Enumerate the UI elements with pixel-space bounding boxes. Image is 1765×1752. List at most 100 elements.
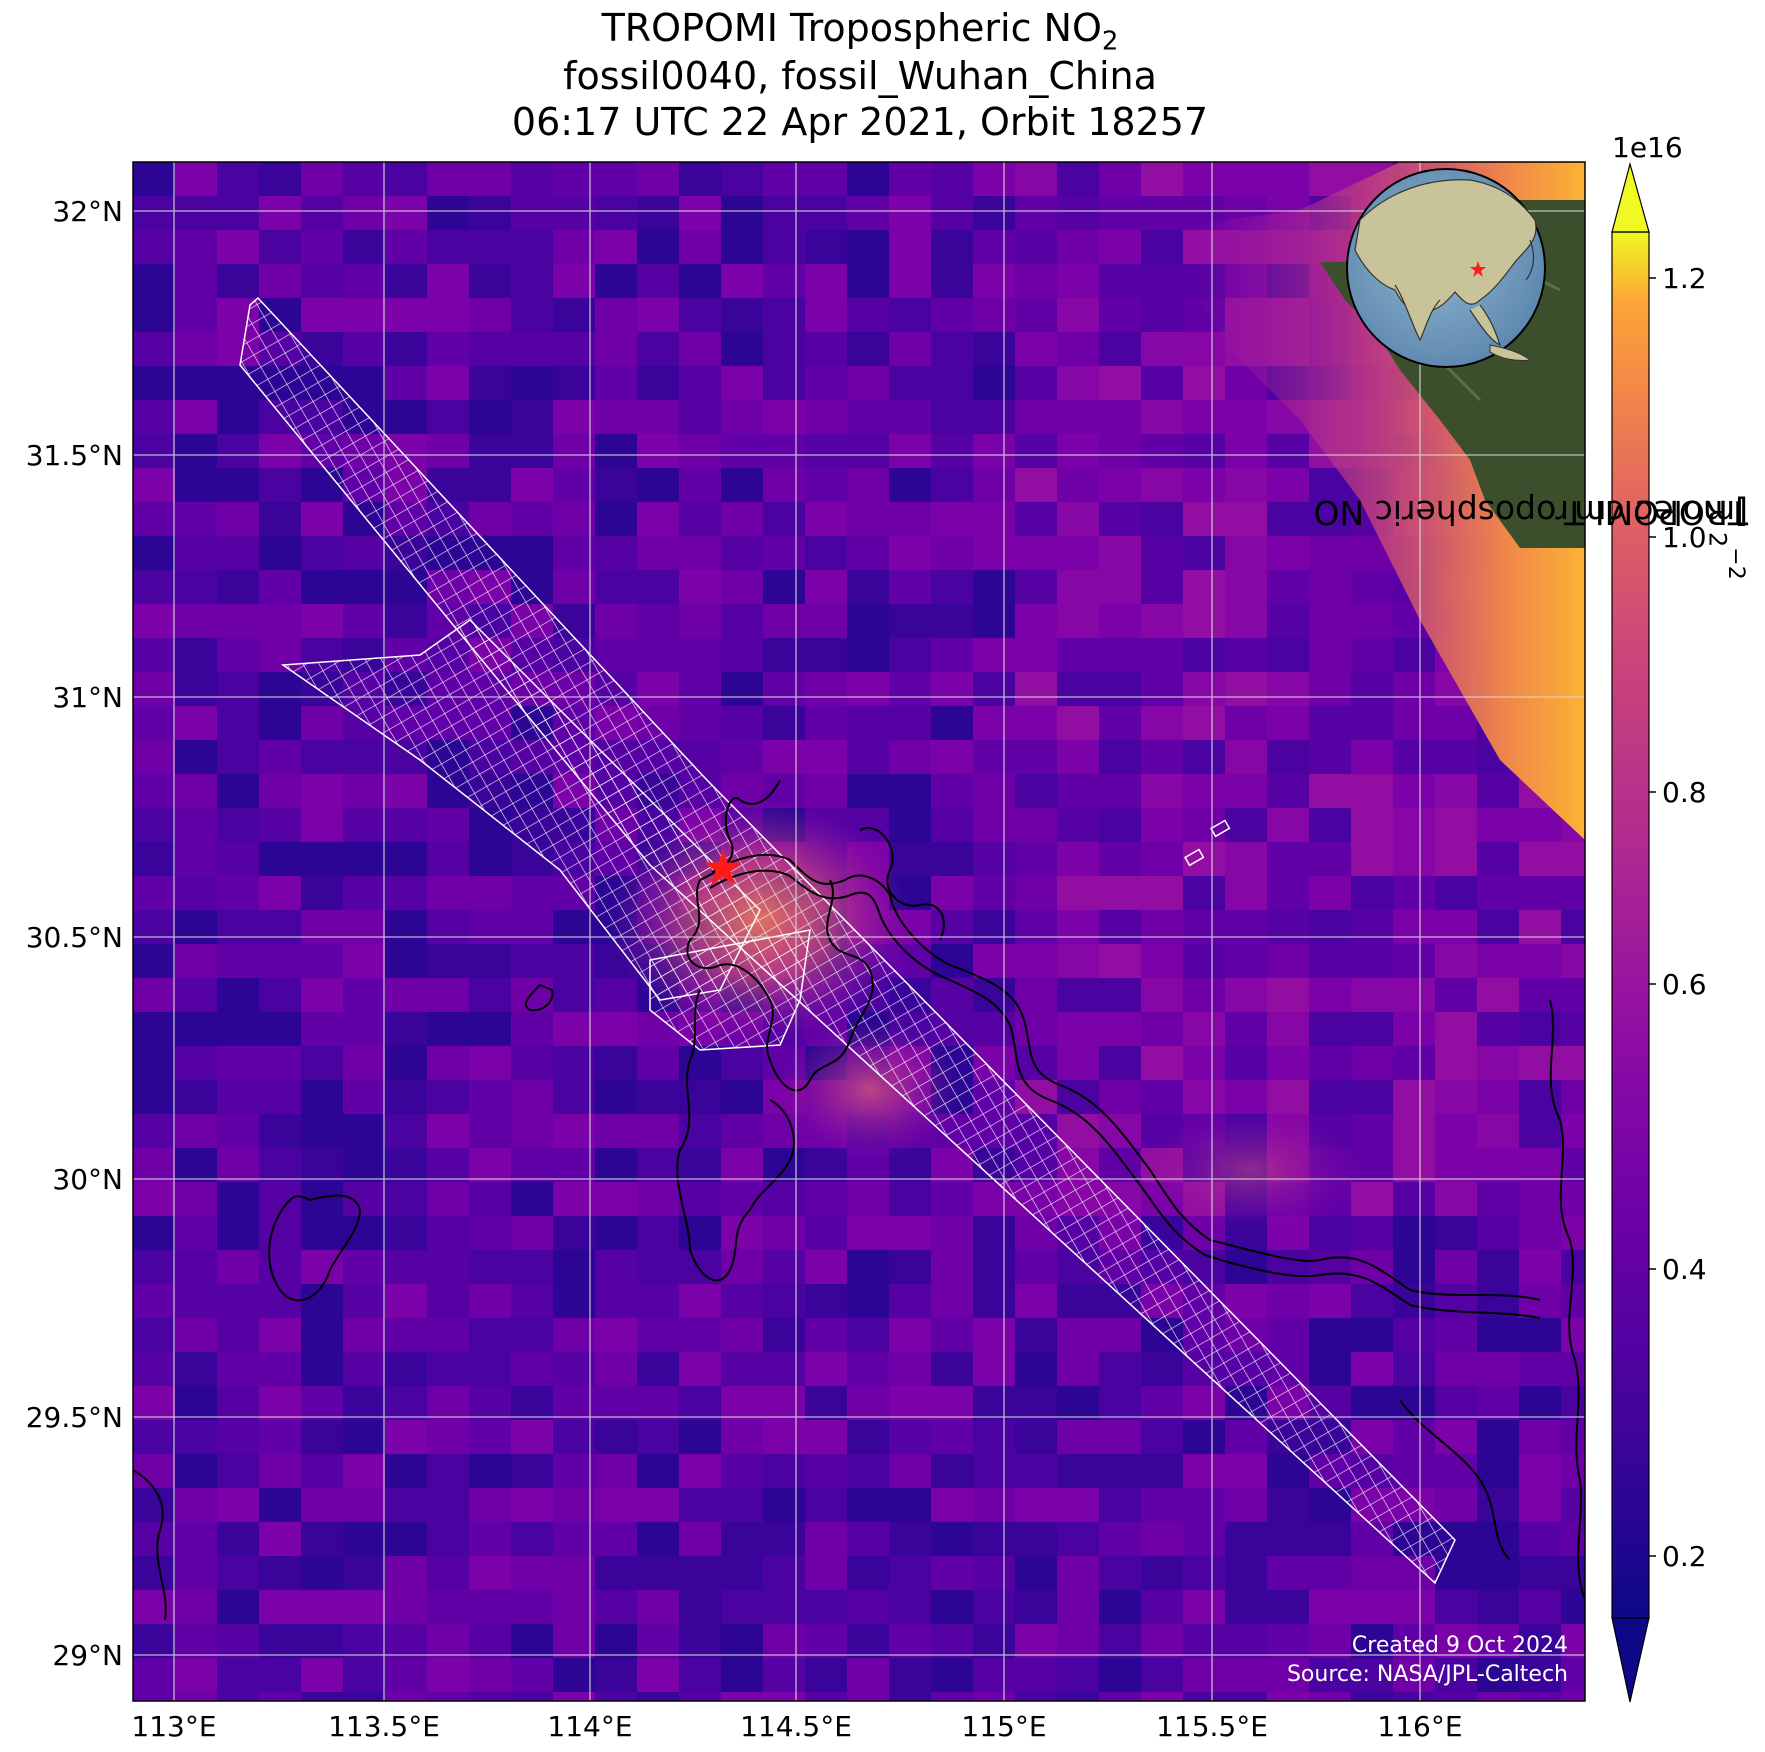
no2-pixel <box>1477 1318 1520 1353</box>
no2-pixel <box>1519 1386 1562 1421</box>
no2-pixel <box>385 1386 428 1421</box>
no2-pixel <box>259 1590 302 1625</box>
no2-pixel <box>427 1250 470 1285</box>
no2-pixel <box>259 536 302 571</box>
no2-pixel <box>679 706 722 741</box>
globe-island <box>1489 344 1532 361</box>
no2-pixel <box>133 1488 176 1523</box>
no2-pixel <box>1519 1658 1562 1693</box>
no2-pixel <box>763 570 806 605</box>
no2-pixel <box>301 1420 344 1455</box>
no2-pixel <box>1141 196 1184 231</box>
no2-pixel <box>301 706 344 741</box>
lat-label-31n: 31°N <box>52 681 123 714</box>
no2-pixel <box>637 638 680 673</box>
no2-pixel <box>1141 808 1184 843</box>
no2-pixel <box>805 1318 848 1353</box>
no2-pixel <box>1267 672 1310 707</box>
no2-pixel <box>511 1386 554 1421</box>
lat-label-31-5n: 31.5°N <box>26 439 123 472</box>
no2-pixel <box>1183 910 1226 945</box>
no2-pixel <box>1183 468 1226 503</box>
no2-pixel <box>1309 672 1352 707</box>
no2-pixel <box>721 1556 764 1591</box>
no2-pixel <box>343 1658 386 1693</box>
no2-pixel <box>1057 570 1100 605</box>
no2-pixel <box>1351 672 1394 707</box>
no2-pixel <box>595 1114 638 1149</box>
no2-pixel <box>175 1114 218 1149</box>
lon-label-113-5e: 113.5°E <box>328 1710 440 1743</box>
no2-pixel <box>1099 366 1142 401</box>
no2-pixel <box>553 910 596 945</box>
no2-pixel <box>469 434 512 469</box>
no2-pixel <box>1393 1658 1436 1693</box>
no2-pixel <box>1309 1080 1352 1115</box>
no2-pixel <box>1435 1284 1478 1319</box>
no2-pixel <box>973 638 1016 673</box>
no2-pixel <box>637 1556 680 1591</box>
no2-pixel <box>679 1624 722 1659</box>
no2-pixel <box>637 434 680 469</box>
no2-pixel <box>175 672 218 707</box>
no2-pixel <box>805 1488 848 1523</box>
no2-pixel <box>889 604 932 639</box>
no2-pixel <box>721 1114 764 1149</box>
longitude-labels: 113°E 113.5°E 114°E 114.5°E 115°E 115.5°… <box>131 1710 1462 1743</box>
no2-pixel <box>175 1420 218 1455</box>
no2-pixel <box>637 1624 680 1659</box>
no2-pixel <box>637 1488 680 1523</box>
no2-pixel <box>805 502 848 537</box>
no2-pixel <box>175 1658 218 1693</box>
no2-pixel <box>301 978 344 1013</box>
no2-pixel <box>1057 1522 1100 1557</box>
no2-pixel <box>595 502 638 537</box>
no2-pixel <box>637 1114 680 1149</box>
no2-pixel <box>889 332 932 367</box>
chart-title-line1: TROPOMI Tropospheric NO2 <box>601 6 1119 57</box>
no2-pixel <box>847 1624 890 1659</box>
no2-pixel <box>1057 1284 1100 1319</box>
no2-pixel <box>175 1080 218 1115</box>
graticule <box>133 162 1585 1701</box>
no2-pixel <box>721 1046 764 1081</box>
no2-pixel <box>1057 366 1100 401</box>
no2-pixel <box>1561 1420 1585 1455</box>
no2-pixel <box>637 264 680 299</box>
no2-pixel <box>763 468 806 503</box>
no2-pixel <box>259 1352 302 1387</box>
no2-pixel <box>1099 332 1142 367</box>
no2-pixel <box>343 1216 386 1251</box>
no2-pixel <box>385 1114 428 1149</box>
no2-pixel <box>637 1216 680 1251</box>
no2-pixel <box>469 978 512 1013</box>
no2-pixel <box>1393 638 1436 673</box>
no2-pixel <box>763 332 806 367</box>
no2-pixel <box>1477 774 1520 809</box>
no2-pixel <box>133 1182 176 1217</box>
no2-pixel <box>637 298 680 333</box>
no2-pixel <box>679 230 722 265</box>
no2-pixel <box>679 638 722 673</box>
no2-pixel <box>343 604 386 639</box>
no2-pixel <box>511 1318 554 1353</box>
no2-pixel <box>259 570 302 605</box>
no2-pixel <box>469 1488 512 1523</box>
no2-pixel <box>1267 638 1310 673</box>
no2-pixel <box>1435 1454 1478 1489</box>
no2-pixel <box>175 1488 218 1523</box>
no2-pixel <box>511 944 554 979</box>
no2-pixel <box>1057 1454 1100 1489</box>
no2-pixel <box>1435 1080 1478 1115</box>
no2-pixel <box>1477 978 1520 1013</box>
no2-pixel <box>427 1658 470 1693</box>
no2-pixel <box>1183 570 1226 605</box>
no2-pixel <box>847 740 890 775</box>
no2-pixel <box>931 298 974 333</box>
no2-pixel <box>1351 1216 1394 1251</box>
no2-pixel <box>1309 910 1352 945</box>
no2-pixel <box>385 366 428 401</box>
no2-pixel <box>1435 1216 1478 1251</box>
no2-pixel <box>217 1556 260 1591</box>
no2-pixel <box>343 536 386 571</box>
